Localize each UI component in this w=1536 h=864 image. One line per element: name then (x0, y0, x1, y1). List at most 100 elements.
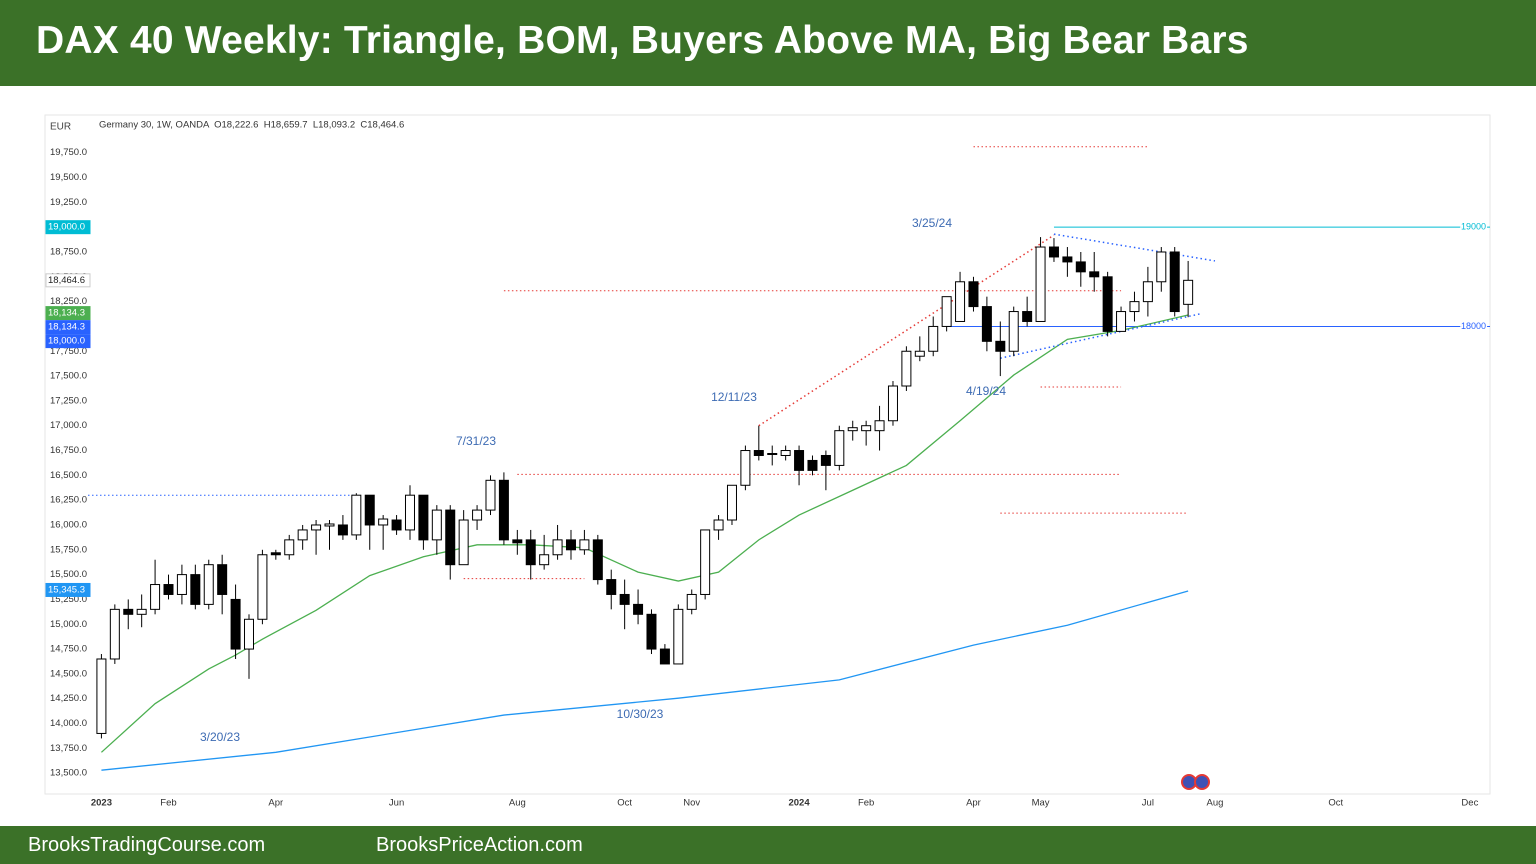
trendline (758, 234, 1055, 427)
candle-body (552, 539, 563, 556)
annotation: 3/20/23 (200, 730, 240, 744)
candle-body (445, 509, 456, 566)
candle-body (1075, 261, 1086, 273)
candle-body (230, 598, 241, 650)
candle-body (955, 281, 966, 322)
y-tick-label: 15,500.0 (50, 569, 87, 580)
x-tick-label: 2023 (91, 798, 112, 809)
candle-body (472, 509, 483, 521)
candle-body (163, 584, 174, 595)
candle-body (243, 618, 254, 650)
x-tick-label: Oct (617, 798, 632, 809)
candle-body (780, 450, 791, 456)
candle-body (740, 450, 751, 486)
candle-body (659, 648, 670, 665)
price-tag: 18,134.3 (45, 306, 91, 321)
candle-body (914, 350, 925, 357)
candle-body (673, 608, 684, 665)
candle-body (619, 593, 630, 605)
trendline (1053, 233, 1216, 262)
candle-body (592, 539, 603, 581)
x-tick-label: Nov (683, 798, 700, 809)
candle-body (753, 450, 764, 456)
price-tag: 18,134.3 (45, 320, 91, 335)
y-tick-label: 19,500.0 (50, 172, 87, 183)
candle-body (726, 484, 737, 521)
price-tag-box (45, 220, 91, 235)
candle-body (794, 450, 805, 471)
candle-body (861, 425, 872, 432)
y-tick-label: 14,000.0 (50, 718, 87, 729)
candle-body (150, 584, 161, 610)
candle-body (820, 454, 831, 466)
candle-body (364, 494, 375, 526)
candle-body (96, 658, 107, 734)
candle-body (525, 539, 536, 566)
candle-body (351, 494, 362, 536)
candle-body (418, 494, 429, 541)
symbol-info: Germany 30, 1W, OANDA O18,222.6 H18,659.… (99, 120, 404, 131)
candle-body (565, 539, 576, 551)
x-tick-label: Aug (509, 798, 526, 809)
y-tick-label: 18,750.0 (50, 247, 87, 258)
candle-body (498, 479, 509, 541)
candle-body (431, 509, 442, 541)
candle-body (217, 564, 228, 595)
price-tag-box (45, 582, 91, 597)
candle-body (190, 574, 201, 605)
y-tick-label: 17,000.0 (50, 420, 87, 431)
candle-body (270, 552, 281, 556)
candle-body (297, 529, 308, 541)
price-tag-label: 18,134.3 (48, 322, 85, 333)
x-tick-label: Jul (1142, 798, 1154, 809)
x-tick-label: Aug (1207, 798, 1224, 809)
candle-body (109, 608, 120, 660)
y-tick-label: 19,750.0 (50, 147, 87, 158)
price-tag-box (45, 334, 91, 349)
candle-body (1169, 251, 1180, 313)
footer-link: BrooksTradingCourse.com (28, 834, 266, 856)
y-tick-label: 14,500.0 (50, 668, 87, 679)
level-label: 18000 (1461, 321, 1486, 331)
price-tag: 18,464.6 (45, 273, 91, 288)
candle-body (337, 524, 348, 536)
candle-body (887, 385, 898, 422)
candle-body (1022, 311, 1033, 322)
candle-body (391, 519, 402, 531)
icons (1181, 774, 1210, 790)
y-tick-label: 17,250.0 (50, 395, 87, 406)
annotation: 3/25/24 (912, 216, 952, 230)
candle-body (1183, 279, 1194, 305)
price-tag-box (45, 306, 91, 321)
x-tick-label: Feb (160, 798, 176, 809)
candle-body (700, 529, 711, 595)
candle-body (1048, 246, 1059, 258)
price-tag: 18,000.0 (45, 334, 91, 349)
candle-body (284, 539, 295, 556)
price-tag-label: 15,345.3 (48, 584, 85, 595)
candle-body (968, 281, 979, 308)
y-tick-label: 13,750.0 (50, 743, 87, 754)
y-tick-label: 16,500.0 (50, 470, 87, 481)
candle-body (686, 593, 697, 610)
price-tag-label: 18,464.6 (48, 275, 85, 286)
y-tick-label: 14,250.0 (50, 693, 87, 704)
candle-body (713, 519, 724, 531)
y-tick-label: 18,250.0 (50, 296, 87, 307)
candle-body (1129, 301, 1140, 313)
x-tick-label: Jun (389, 798, 404, 809)
x-tick-label: Apr (966, 798, 981, 809)
footer-link: BrooksPriceAction.com (376, 834, 583, 856)
candle-body (646, 613, 657, 650)
trendline (1000, 312, 1202, 359)
candle-body (928, 325, 939, 352)
x-tick-label: 2024 (788, 798, 810, 809)
candle-body (378, 518, 389, 526)
y-tick-label: 14,750.0 (50, 644, 87, 655)
candle-body (579, 539, 590, 551)
candle-body (981, 306, 992, 342)
annotation: 7/31/23 (456, 434, 496, 448)
candle-body (834, 430, 845, 466)
header: DAX 40 Weekly: Triangle, BOM, Buyers Abo… (0, 0, 1536, 86)
